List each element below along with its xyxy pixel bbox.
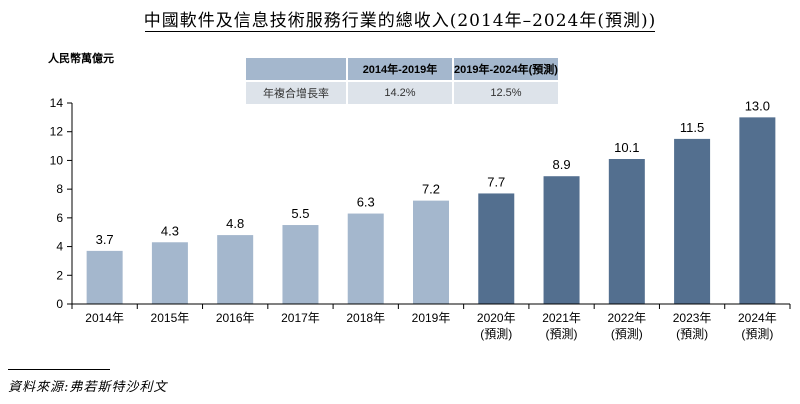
bar [347, 213, 384, 304]
y-tick-label: 12 [50, 125, 64, 139]
x-forecast-label: (預測) [546, 327, 578, 341]
bar-value-label: 4.8 [226, 216, 244, 231]
bar-value-label: 6.3 [357, 195, 375, 210]
cagr-row-label: 年複合增長率 [246, 80, 348, 104]
title-underline [145, 31, 655, 32]
chart-title: 中國軟件及信息技術服務行業的總收入(2014年–2024年(預測)) [143, 11, 657, 31]
bar [151, 242, 188, 304]
x-category-label: 2014年 [85, 311, 124, 325]
x-category-label: 2016年 [216, 311, 255, 325]
cagr-value-period1: 14.2% [347, 80, 454, 104]
x-forecast-label: (預測) [611, 327, 643, 341]
x-forecast-label: (預測) [480, 327, 512, 341]
x-category-label: 2019年 [412, 311, 451, 325]
bar-value-label: 3.7 [96, 232, 114, 247]
cagr-header-blank [246, 58, 348, 81]
x-category-label: 2024年 [738, 311, 777, 325]
x-category-label: 2020年 [477, 311, 516, 325]
bar-value-label: 5.5 [291, 206, 309, 221]
bar [608, 158, 645, 304]
source-rule [8, 369, 110, 370]
bar-value-label: 7.2 [422, 182, 440, 197]
bar [739, 117, 776, 304]
x-category-label: 2021年 [542, 311, 581, 325]
bar-value-label: 10.1 [614, 140, 639, 155]
cagr-table: 2014年-2019年 2019年-2024年(預測) 年複合增長率 14.2%… [246, 58, 558, 104]
x-forecast-label: (預測) [676, 327, 708, 341]
source-note: 資料來源:弗若斯特沙利文 [8, 380, 168, 395]
bar [478, 193, 515, 304]
bar [543, 176, 580, 304]
bar [282, 225, 319, 304]
y-tick-label: 10 [50, 153, 64, 167]
x-category-label: 2017年 [281, 311, 320, 325]
x-category-label: 2015年 [151, 311, 190, 325]
bar-value-label: 8.9 [553, 157, 571, 172]
y-tick-label: 8 [56, 182, 63, 196]
bar-value-label: 7.7 [487, 174, 505, 189]
bar [413, 200, 449, 304]
x-category-label: 2018年 [346, 311, 385, 325]
bar [217, 235, 254, 304]
bar [674, 138, 711, 304]
cagr-header-row: 2014年-2019年 2019年-2024年(預測) [246, 58, 558, 81]
x-forecast-label: (預測) [741, 327, 773, 341]
cagr-value-row: 年複合增長率 14.2% 12.5% [246, 80, 558, 104]
y-tick-label: 2 [56, 268, 63, 282]
cagr-value-period2: 12.5% [453, 80, 558, 104]
cagr-header-period2: 2019年-2024年(預測) [453, 58, 558, 81]
x-category-label: 2022年 [607, 311, 646, 325]
bar-value-label: 13.0 [745, 98, 770, 113]
y-tick-label: 0 [56, 297, 63, 311]
y-tick-label: 14 [50, 96, 64, 110]
bar-chart: 0 2 4 6 8 10 12 14 3.7 2014年 4.3 2015年 4.8 2016年 5.5 20… [50, 96, 791, 341]
x-category-label: 2023年 [673, 311, 712, 325]
bar-value-label: 4.3 [161, 223, 179, 238]
unit-label: 人民幣萬億元 [48, 52, 114, 65]
y-tick-label: 6 [56, 211, 63, 225]
y-tick-label: 4 [56, 240, 63, 254]
bar [86, 250, 123, 304]
cagr-header-period1: 2014年-2019年 [347, 58, 454, 81]
bar-value-label: 11.5 [680, 120, 704, 135]
